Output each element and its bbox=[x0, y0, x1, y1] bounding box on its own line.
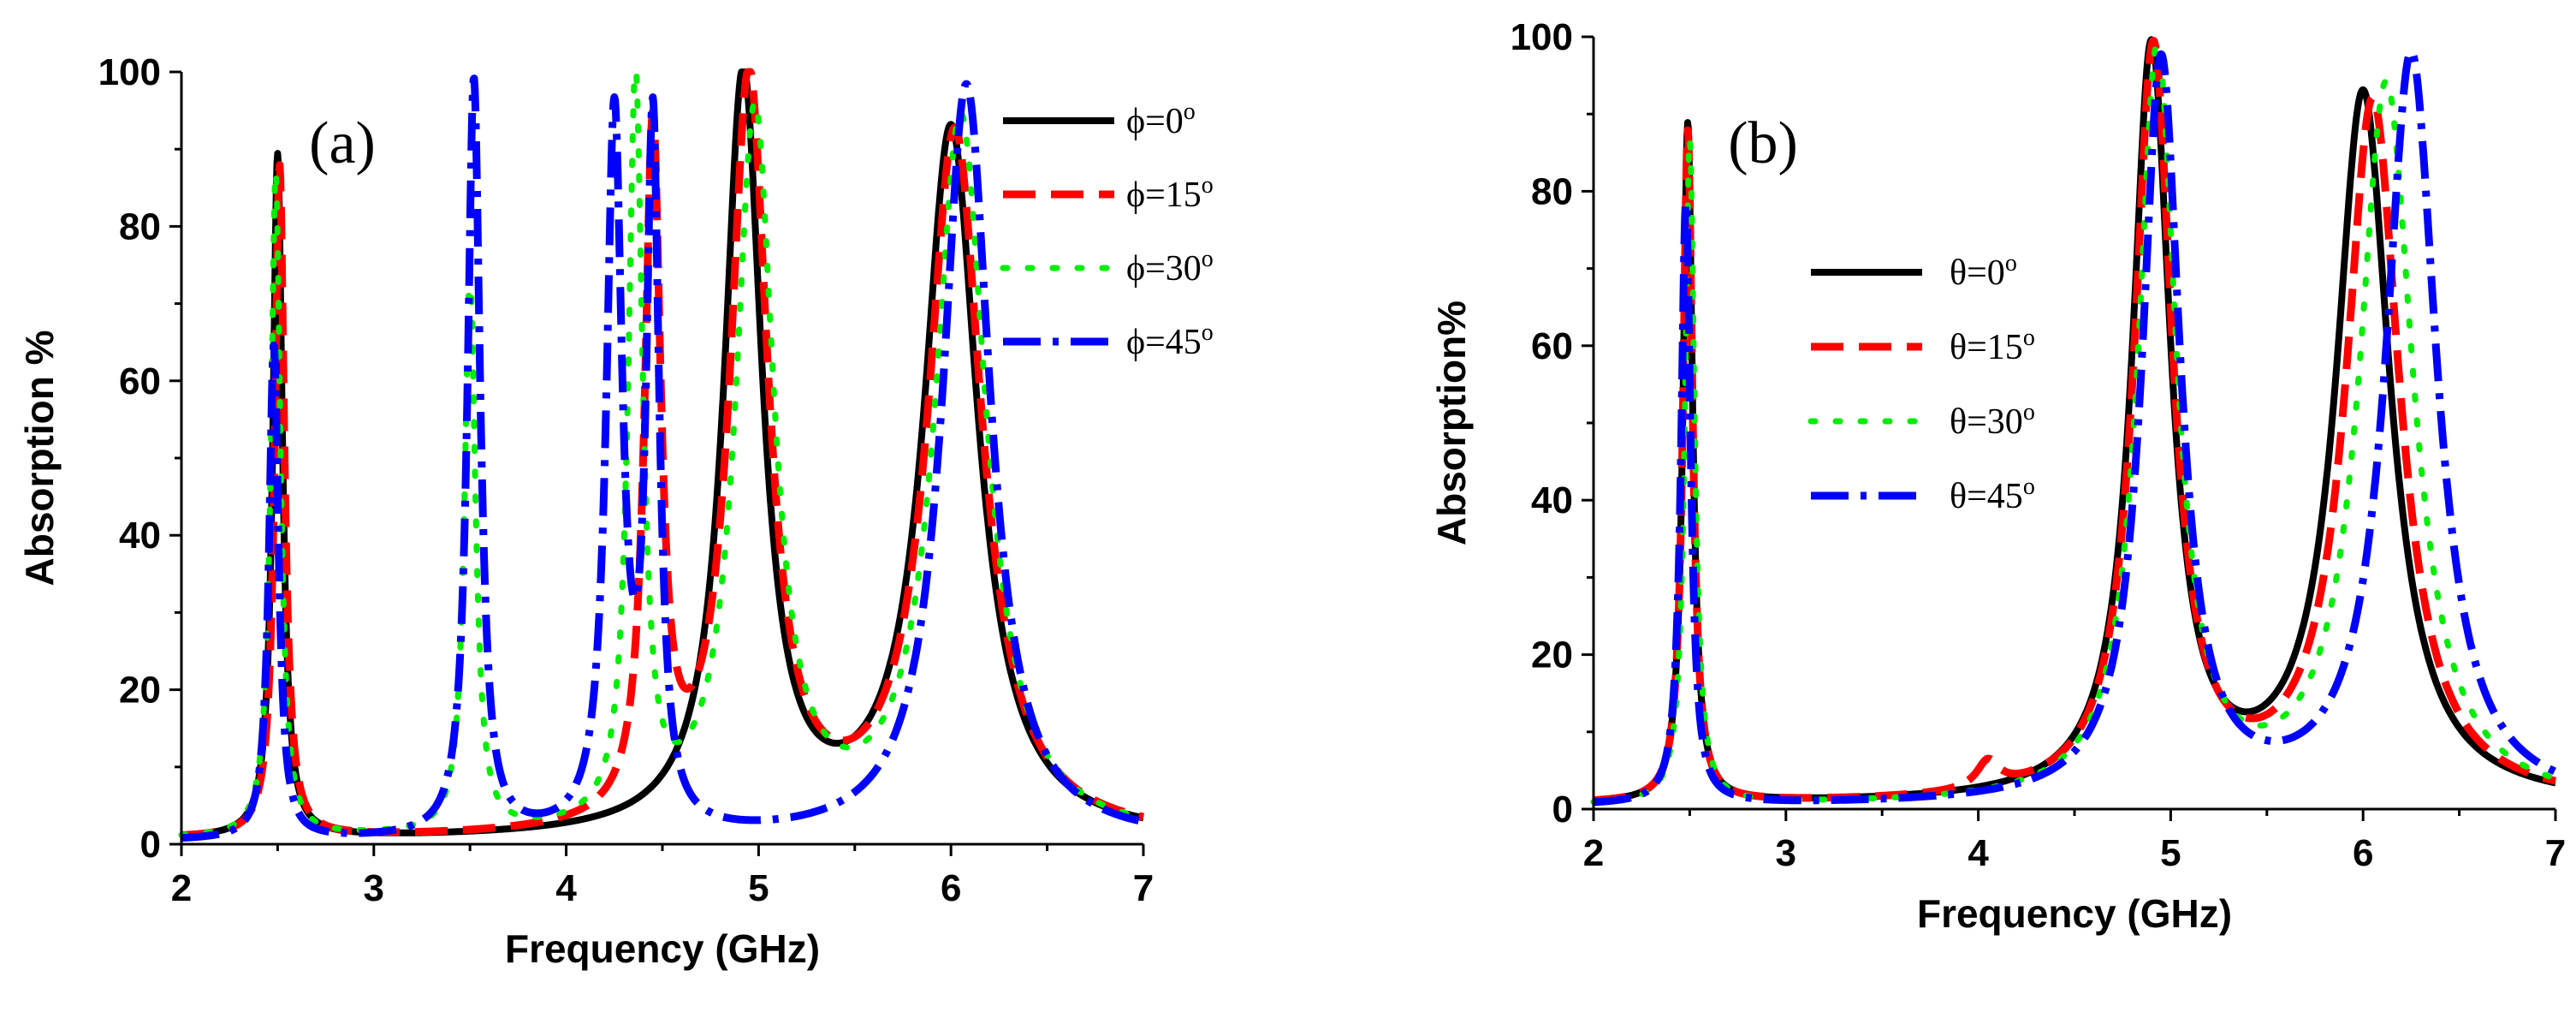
y-tick-label: 20 bbox=[1531, 634, 1573, 676]
y-tick-label: 100 bbox=[1511, 16, 1573, 58]
x-tick-label: 6 bbox=[2353, 832, 2373, 874]
x-tick-label: 3 bbox=[364, 867, 384, 909]
x-tick-label: 4 bbox=[1968, 832, 1989, 874]
chart-panel-1: 2 3 4 5 6 7 0 20 40 60 80 100 Frequency (GHz) Absorpt… bbox=[1429, 16, 2566, 936]
x-tick-label: 4 bbox=[555, 867, 577, 909]
legend-label-2: θ=30o bbox=[1950, 399, 2035, 442]
y-tick-label: 80 bbox=[1531, 170, 1573, 212]
y-tick-label: 100 bbox=[98, 51, 161, 93]
x-tick-label: 5 bbox=[748, 867, 769, 909]
legend-label-1: ϕ=15o bbox=[1126, 172, 1214, 215]
y-tick-label: 0 bbox=[1552, 789, 1573, 830]
legend-label-1: θ=15o bbox=[1950, 324, 2035, 367]
panel-label: (b) bbox=[1728, 110, 1798, 176]
x-tick-label: 6 bbox=[941, 867, 961, 909]
legend-label-0: ϕ=0o bbox=[1126, 98, 1196, 141]
y-tick-label: 60 bbox=[1531, 325, 1573, 367]
legend: θ=0o θ=15o θ=30o θ=45o bbox=[1807, 250, 2035, 516]
y-tick-label: 60 bbox=[119, 360, 161, 402]
series-line-3 bbox=[1590, 47, 2559, 807]
legend-label-0: θ=0o bbox=[1950, 250, 2017, 293]
y-axis-title: Absorption% bbox=[1429, 301, 1474, 545]
chart-panel-0: 2 3 4 5 6 7 0 20 40 60 80 100 Frequency (GHz) Absorpt… bbox=[17, 51, 1214, 971]
y-axis-title: Absorption % bbox=[17, 330, 62, 586]
series-line-3 bbox=[178, 74, 1147, 842]
x-tick-label: 5 bbox=[2160, 832, 2181, 874]
panel-label: (a) bbox=[309, 110, 376, 176]
x-axis-title: Frequency (GHz) bbox=[505, 926, 820, 971]
y-tick-label: 80 bbox=[119, 205, 161, 247]
x-tick-label: 2 bbox=[171, 867, 192, 909]
legend-label-3: ϕ=45o bbox=[1126, 319, 1214, 362]
x-tick-label: 7 bbox=[1133, 867, 1154, 909]
y-tick-label: 40 bbox=[1531, 479, 1573, 521]
y-tick-label: 40 bbox=[119, 515, 161, 557]
x-axis-title: Frequency (GHz) bbox=[1917, 891, 2232, 936]
y-tick-label: 20 bbox=[119, 670, 161, 711]
legend-label-2: ϕ=30o bbox=[1126, 246, 1214, 289]
legend: ϕ=0o ϕ=15o ϕ=30o ϕ=45o bbox=[1000, 98, 1214, 362]
series-line-1 bbox=[1590, 37, 2559, 805]
y-tick-label: 0 bbox=[140, 824, 161, 866]
legend-label-3: θ=45o bbox=[1950, 473, 2035, 516]
x-tick-label: 3 bbox=[1776, 832, 1796, 874]
x-tick-label: 2 bbox=[1583, 832, 1604, 874]
x-tick-label: 7 bbox=[2545, 832, 2566, 874]
